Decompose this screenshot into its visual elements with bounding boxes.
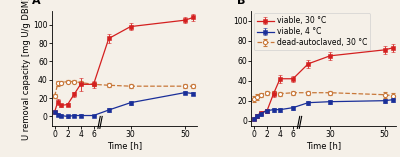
Text: B: B	[237, 0, 245, 6]
Y-axis label: U removal capacity [mg U/g DBM]: U removal capacity [mg U/g DBM]	[22, 0, 30, 140]
X-axis label: Time [h]: Time [h]	[107, 142, 142, 151]
Text: A: A	[32, 0, 40, 6]
Legend: viable, 30 °C, viable, 4 °C, dead-autoclaved, 30 °C: viable, 30 °C, viable, 4 °C, dead-autocl…	[254, 13, 370, 50]
X-axis label: Time [h]: Time [h]	[306, 142, 341, 151]
